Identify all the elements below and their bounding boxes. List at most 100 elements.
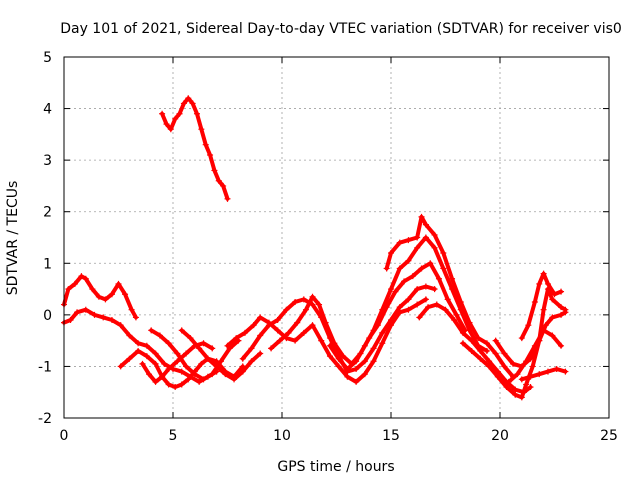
series-trace	[225, 297, 428, 384]
data-point	[558, 288, 565, 295]
series-trace	[384, 214, 516, 379]
data-point	[159, 373, 166, 380]
data-point	[172, 115, 179, 122]
data-point	[200, 340, 207, 347]
data-point	[486, 363, 493, 370]
data-point	[514, 371, 521, 378]
data-point	[340, 353, 347, 360]
data-point	[172, 384, 179, 391]
data-point	[409, 273, 416, 280]
series-pass-02	[61, 273, 139, 321]
data-point	[67, 317, 74, 324]
y-tick-label: 4	[43, 102, 52, 118]
y-tick-label: -2	[38, 411, 52, 427]
data-point	[220, 182, 227, 189]
series-pass-06	[148, 327, 242, 383]
data-point	[440, 249, 447, 256]
data-point	[318, 337, 325, 344]
data-point	[283, 306, 290, 313]
data-point	[431, 286, 438, 293]
data-point	[257, 332, 264, 339]
data-point	[558, 304, 565, 311]
data-point	[466, 327, 473, 334]
data-point	[78, 273, 85, 280]
chart-title: Day 101 of 2021, Sidereal Day-to-day VTE…	[60, 21, 622, 37]
data-point	[89, 286, 96, 293]
data-point	[139, 360, 146, 367]
series-pass-01	[159, 95, 231, 202]
data-point	[152, 350, 159, 357]
data-point	[414, 286, 421, 293]
data-point	[361, 342, 368, 349]
data-point	[257, 314, 264, 321]
data-point	[274, 317, 281, 324]
data-point	[152, 378, 159, 385]
data-point	[431, 231, 438, 238]
series-pass-13	[416, 301, 534, 396]
data-point	[551, 291, 558, 298]
data-point	[200, 376, 207, 383]
data-point	[531, 342, 538, 349]
data-point	[544, 280, 551, 287]
data-point	[239, 368, 246, 375]
data-point	[425, 304, 432, 311]
data-point	[549, 296, 556, 303]
data-point	[414, 301, 421, 308]
data-point	[143, 353, 150, 360]
data-point	[82, 275, 89, 282]
data-point	[292, 298, 299, 305]
data-point	[316, 301, 323, 308]
data-point	[468, 337, 475, 344]
data-point	[440, 265, 447, 272]
data-point	[549, 332, 556, 339]
data-point	[416, 314, 423, 321]
data-point	[183, 350, 190, 357]
data-point	[178, 368, 185, 375]
data-point	[523, 358, 530, 365]
data-point	[135, 347, 142, 354]
data-point	[331, 340, 338, 347]
data-point	[122, 291, 129, 298]
data-point	[198, 360, 205, 367]
data-point	[529, 363, 536, 370]
data-point	[549, 314, 556, 321]
data-point	[191, 371, 198, 378]
x-tick-label: 15	[382, 428, 400, 444]
data-point	[174, 358, 181, 365]
data-point	[512, 386, 519, 393]
data-point	[248, 345, 255, 352]
data-point	[148, 327, 155, 334]
x-axis-label: GPS time / hours	[277, 459, 394, 475]
y-axis-label: SDTVAR / TECUs	[5, 181, 21, 296]
data-point	[224, 342, 231, 349]
series-pass-05	[139, 340, 216, 385]
series-pass-08	[224, 296, 429, 385]
data-point	[405, 257, 412, 264]
data-point	[135, 340, 142, 347]
data-point	[501, 350, 508, 357]
data-point	[486, 358, 493, 365]
data-point	[442, 306, 449, 313]
series-trace	[417, 302, 533, 395]
data-point	[156, 332, 163, 339]
data-point	[431, 244, 438, 251]
data-point	[202, 141, 209, 148]
data-point	[326, 353, 333, 360]
y-tick-label: 2	[43, 205, 52, 221]
x-tick-label: 0	[60, 428, 69, 444]
data-point	[422, 234, 429, 241]
data-point	[309, 322, 316, 329]
data-point	[250, 322, 257, 329]
data-point	[540, 306, 547, 313]
data-point	[91, 311, 98, 318]
y-tick-label: 0	[43, 308, 52, 324]
data-point	[65, 286, 72, 293]
data-point	[165, 366, 172, 373]
data-point	[512, 391, 519, 398]
data-point	[388, 286, 394, 293]
axis-ticks: 0 5 10 15 20 25 -2 -1 0 1 2 3 4 5	[38, 50, 618, 444]
data-point	[335, 363, 342, 370]
series-trace	[160, 96, 230, 201]
data-point	[176, 110, 183, 117]
data-point	[523, 381, 530, 388]
